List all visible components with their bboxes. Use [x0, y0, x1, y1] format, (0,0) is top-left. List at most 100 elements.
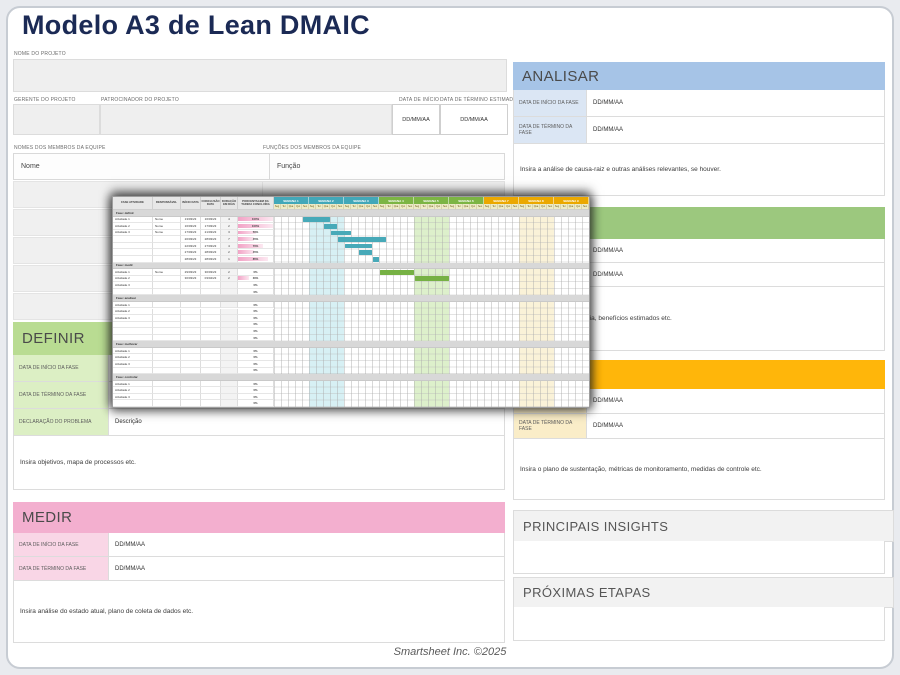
- project-start-date-field[interactable]: DD/MM/AA: [392, 104, 440, 135]
- gantt-task-cell: 21/03/23: [201, 229, 221, 237]
- project-sponsor-input[interactable]: [100, 104, 392, 135]
- gantt-percent-label: 0%: [253, 315, 258, 320]
- gantt-task-cell: [201, 400, 221, 407]
- section-definir-title: DEFINIR: [22, 330, 85, 347]
- controlar-note[interactable]: Insira o plano de sustentação, métricas …: [513, 439, 885, 500]
- melhorar-start-value[interactable]: DD/MM/AA: [593, 247, 623, 254]
- gantt-day-header: Qua: [323, 204, 330, 210]
- gantt-percent-bar: [238, 276, 249, 281]
- gantt-percent-label: 0%: [253, 335, 258, 340]
- gantt-task-cell: 30/03/23: [181, 275, 201, 283]
- gantt-day-header: Qui: [505, 204, 512, 210]
- gantt-task-cell: [201, 315, 221, 322]
- gantt-task-cell: [153, 249, 181, 256]
- gantt-percent-cell: 0%: [238, 288, 274, 296]
- gantt-task-cell: 4: [221, 242, 238, 250]
- gantt-percent-bar: [238, 223, 273, 228]
- gantt-percent-label: 100%: [251, 217, 260, 222]
- analisar-note[interactable]: Insira a análise de causa-raiz e outras …: [513, 144, 885, 196]
- gantt-task-cell: [201, 308, 221, 316]
- gantt-task-cell: 20/03/23: [181, 236, 201, 243]
- gantt-day-header: Sex: [372, 204, 379, 210]
- gantt-task-cell: [153, 367, 181, 375]
- medir-end-value[interactable]: DD/MM/AA: [115, 565, 145, 572]
- medir-note[interactable]: Insira análise do estado atual, plano de…: [13, 581, 505, 643]
- gantt-task-cell: [221, 367, 238, 375]
- project-manager-input[interactable]: [13, 104, 100, 135]
- gantt-task-cell: [113, 236, 153, 243]
- gantt-percent-label: 0%: [253, 309, 258, 314]
- gantt-percent-label: 50%: [252, 230, 259, 235]
- gantt-task-cell: [153, 288, 181, 296]
- section-medir-header: MEDIR: [13, 502, 505, 533]
- insights-title: PRINCIPAIS INSIGHTS: [523, 518, 669, 534]
- project-end-date-field[interactable]: DD/MM/AA: [440, 104, 508, 135]
- gantt-day-header: Qua: [393, 204, 400, 210]
- project-name-input[interactable]: [13, 59, 507, 92]
- gantt-task-cell: [201, 328, 221, 335]
- gantt-percent-bar: [238, 217, 273, 222]
- medir-start-value[interactable]: DD/MM/AA: [115, 541, 145, 548]
- gantt-task-cell: [153, 308, 181, 316]
- gantt-day-header: Seg: [484, 204, 491, 210]
- gantt-task-cell: [201, 387, 221, 394]
- proximas-input[interactable]: [513, 607, 885, 641]
- gantt-percent-cell: 45%: [238, 249, 274, 256]
- definir-problem-value[interactable]: Descrição: [115, 419, 142, 425]
- controlar-end-label: DATA DE TÉRMINO DA FASE: [514, 414, 587, 438]
- team-name-cell[interactable]: [14, 182, 263, 207]
- gantt-day-header: Qui: [435, 204, 442, 210]
- gantt-percent-cell: 0%: [238, 354, 274, 362]
- gantt-task-cell: 4: [221, 216, 238, 224]
- gantt-percent-label: 85%: [252, 256, 259, 261]
- gantt-task-cell: [153, 236, 181, 243]
- gantt-week-header: SEMANA 6: [449, 197, 484, 204]
- analisar-start-value[interactable]: DD/MM/AA: [593, 100, 623, 106]
- controlar-end-value[interactable]: DD/MM/AA: [593, 423, 623, 429]
- analisar-end-value[interactable]: DD/MM/AA: [593, 127, 623, 133]
- gantt-task-cell: 13/03/23: [181, 216, 201, 224]
- gantt-task-cell: [221, 387, 238, 394]
- definir-note[interactable]: Insira objetivos, mapa de processos etc.: [13, 436, 505, 490]
- team-role-column-header: Função: [277, 163, 301, 170]
- gantt-percent-cell: 0%: [238, 380, 274, 388]
- gantt-task-cell: Atividade 2: [113, 223, 153, 230]
- gantt-task-cell: [181, 354, 201, 362]
- gantt-task-cell: [221, 288, 238, 296]
- gantt-task-cell: [181, 361, 201, 368]
- team-roles-label: FUNÇÕES DOS MEMBROS DA EQUIPE: [263, 145, 362, 151]
- gantt-task-cell: [221, 380, 238, 388]
- gantt-day-header: Ter: [351, 204, 358, 210]
- gantt-task-cell: [153, 400, 181, 407]
- controlar-start-value[interactable]: DD/MM/AA: [593, 398, 623, 404]
- section-analisar-title: ANALISAR: [522, 67, 600, 85]
- insights-input[interactable]: [513, 541, 885, 574]
- gantt-phase-row: Fase: controlar: [113, 374, 589, 381]
- gantt-task-cell: 29/03/23: [181, 269, 201, 276]
- gantt-task-cell: 2: [221, 275, 238, 283]
- gantt-task-cell: 2: [221, 223, 238, 230]
- gantt-percent-label: 0%: [253, 348, 258, 353]
- team-name-column-header: Nome: [14, 154, 270, 179]
- section-medir: MEDIR DATA DE INÍCIO DA FASE DD/MM/AA DAT…: [13, 502, 505, 643]
- gantt-percent-label: 0%: [253, 269, 258, 274]
- gantt-day-header: Ter: [316, 204, 323, 210]
- gantt-timeline-bar: [330, 230, 351, 236]
- gantt-task-cell: 27/03/23: [181, 249, 201, 256]
- definir-end-label: DATA DE TÉRMINO DA FASE: [14, 382, 109, 408]
- gantt-timeline-bar: [379, 269, 414, 275]
- definir-problem-label: DECLARAÇÃO DO PROBLEMA: [14, 409, 109, 435]
- gantt-task-cell: [181, 387, 201, 394]
- gantt-task-cell: Atividade 2: [113, 275, 153, 283]
- gantt-percent-cell: 0%: [238, 334, 274, 342]
- melhorar-end-value[interactable]: DD/MM/AA: [593, 271, 623, 278]
- gantt-day-header: Ter: [561, 204, 568, 210]
- definir-start-label: DATA DE INÍCIO DA FASE: [14, 355, 109, 381]
- gantt-day-header: Ter: [526, 204, 533, 210]
- gantt-task-cell: [181, 328, 201, 335]
- gantt-task-cell: [153, 328, 181, 335]
- gantt-task-cell: [181, 288, 201, 296]
- gantt-week-header: SEMANA 9: [554, 197, 589, 204]
- gantt-day-header: Seg: [309, 204, 316, 210]
- gantt-task-cell: Atividade 3: [113, 282, 153, 289]
